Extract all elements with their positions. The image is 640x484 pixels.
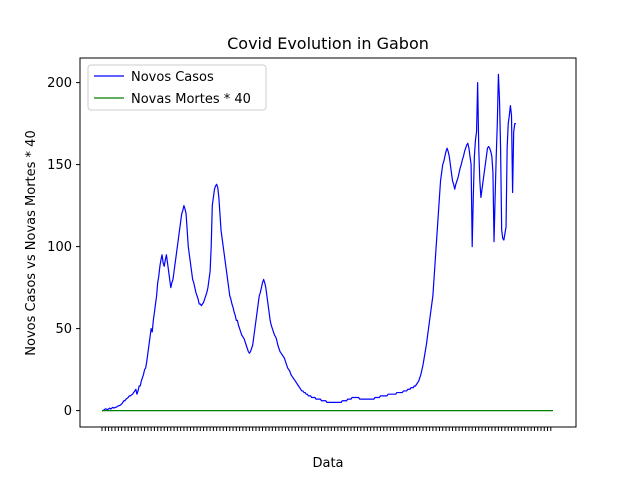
- series-layer: [102, 73, 553, 412]
- y-tick-label: 200: [47, 76, 72, 91]
- legend-box: [87, 64, 267, 111]
- legend-label: Novas Mortes * 40: [131, 92, 251, 107]
- x-axis: [101, 427, 552, 431]
- legend-label: Novos Casos: [131, 70, 214, 85]
- x-axis-label: Data: [312, 456, 343, 471]
- y-tick-label: 100: [47, 240, 72, 255]
- y-tick-label: 150: [47, 158, 72, 173]
- series-line-1: [102, 73, 516, 412]
- legend: Novos Casos Novas Mortes * 40: [87, 64, 267, 111]
- y-tick-label: 50: [55, 322, 72, 337]
- chart-title: Covid Evolution in Gabon: [227, 34, 429, 53]
- y-axis: 0 50 100 150 200: [47, 76, 80, 419]
- y-axis-label: Novos Casos vs Novas Mortes * 40: [24, 130, 39, 355]
- y-tick-label: 0: [64, 404, 72, 419]
